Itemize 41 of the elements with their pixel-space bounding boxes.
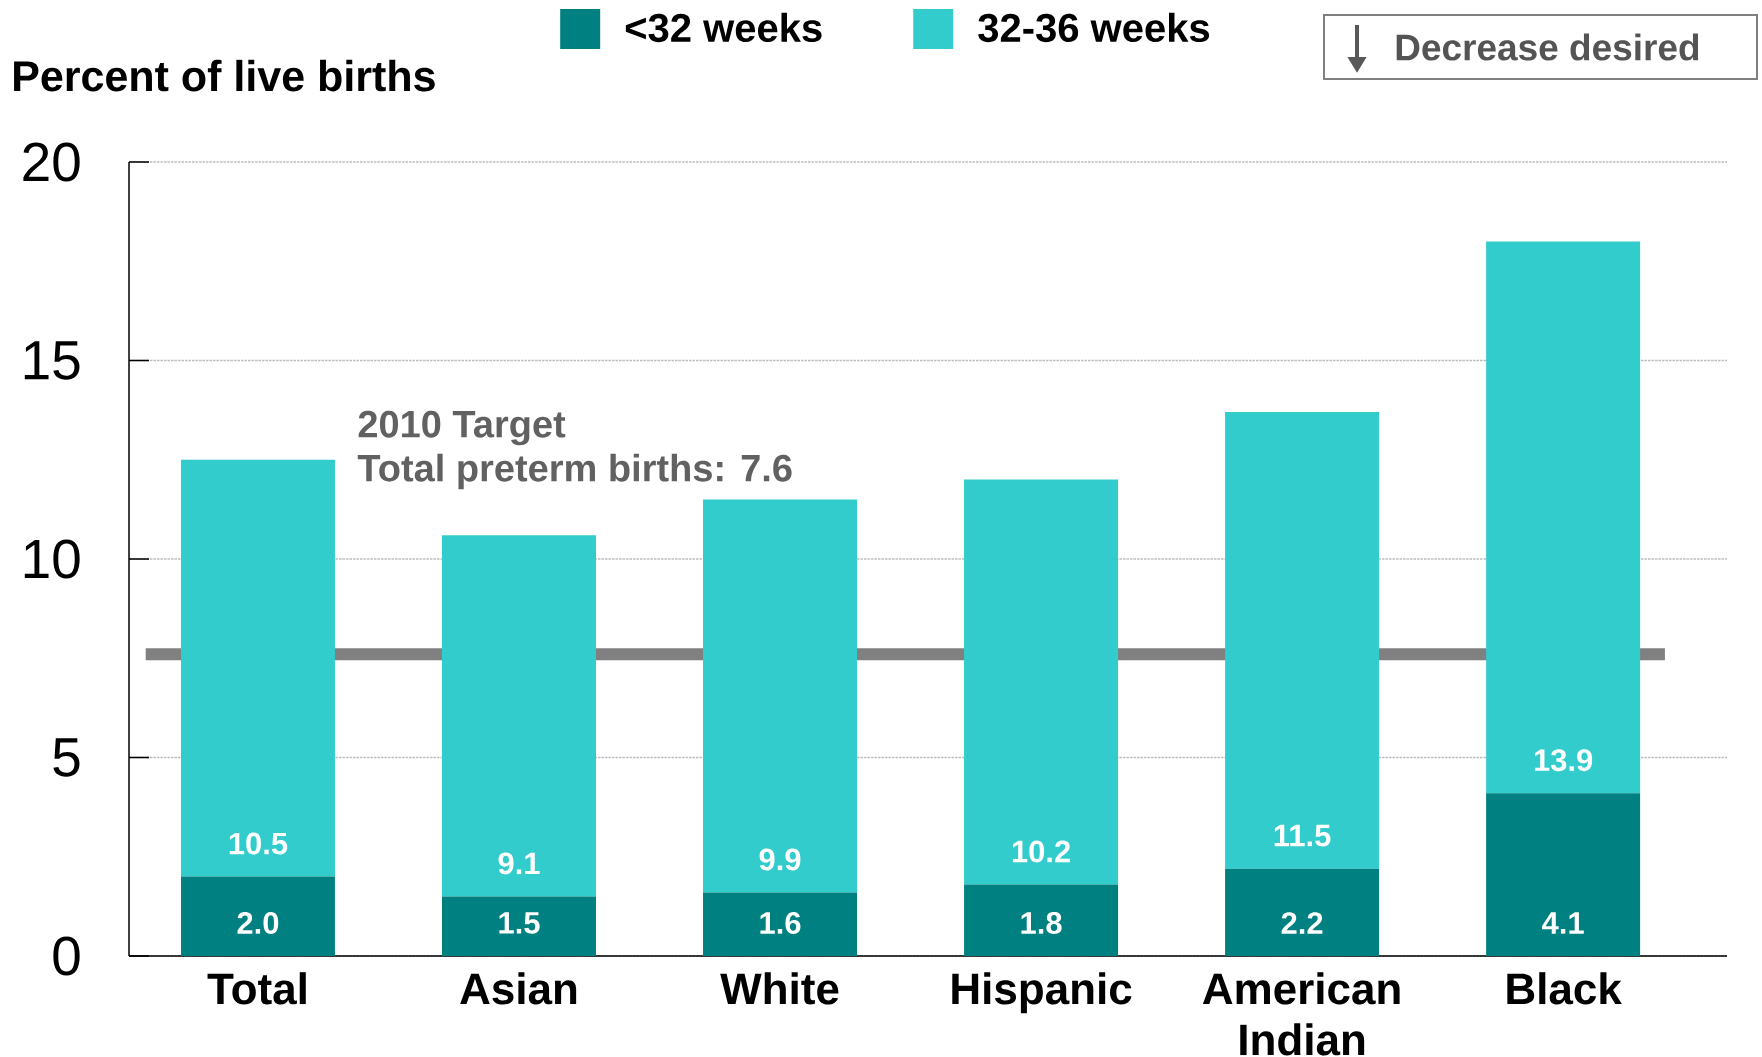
bar (441, 535, 596, 897)
bar (441, 896, 596, 956)
bar (964, 884, 1119, 956)
y-tick-label: 10 (24, 539, 80, 579)
text: Decrease desired (1396, 33, 1699, 61)
bar (703, 499, 858, 893)
data-label: 1.8 (1021, 912, 1062, 934)
bar (1486, 241, 1641, 794)
data-label: 1.5 (499, 912, 540, 934)
annotation: 2010 Target (358, 410, 566, 446)
data-label: 2.0 (237, 912, 279, 934)
data-label: 13.9 (1534, 749, 1593, 772)
data-label: 1.6 (760, 912, 801, 934)
x-tick-label: Hispanic (952, 972, 1132, 1014)
y-tick-label: 0 (53, 936, 80, 976)
bar (1486, 793, 1641, 956)
data-label: 9.1 (498, 852, 540, 875)
x-tick-label: Total (207, 972, 306, 1005)
x-tick-label: Black (1507, 972, 1622, 1005)
data-label: 10.5 (229, 832, 288, 855)
y-tick-label: 20 (23, 142, 80, 182)
data-label: 2.2 (1281, 912, 1323, 934)
legend-label: 32-36 weeks (978, 12, 1210, 43)
data-label: 9.9 (759, 848, 801, 871)
x-tick-label: White (720, 972, 839, 1005)
bar (180, 876, 335, 956)
data-label: 4.1 (1542, 912, 1584, 934)
bar (180, 459, 335, 877)
annotation: Total preterm births: 7.6 (357, 453, 792, 490)
bar (1225, 868, 1380, 956)
legend-label: <32 weeks (625, 12, 822, 43)
data-label: 10.2 (1012, 840, 1070, 863)
data-label: 11.5 (1274, 824, 1331, 847)
bar (703, 892, 858, 956)
y-axis-title: Percent of live births (14, 59, 435, 92)
y-tick-label: 5 (53, 738, 80, 777)
bar (1225, 412, 1380, 869)
y-tick-label: 15 (24, 341, 80, 380)
x-tick-label: American Indian (1202, 972, 1400, 1056)
x-tick-label: Asian (460, 972, 577, 1005)
bar (964, 479, 1119, 885)
